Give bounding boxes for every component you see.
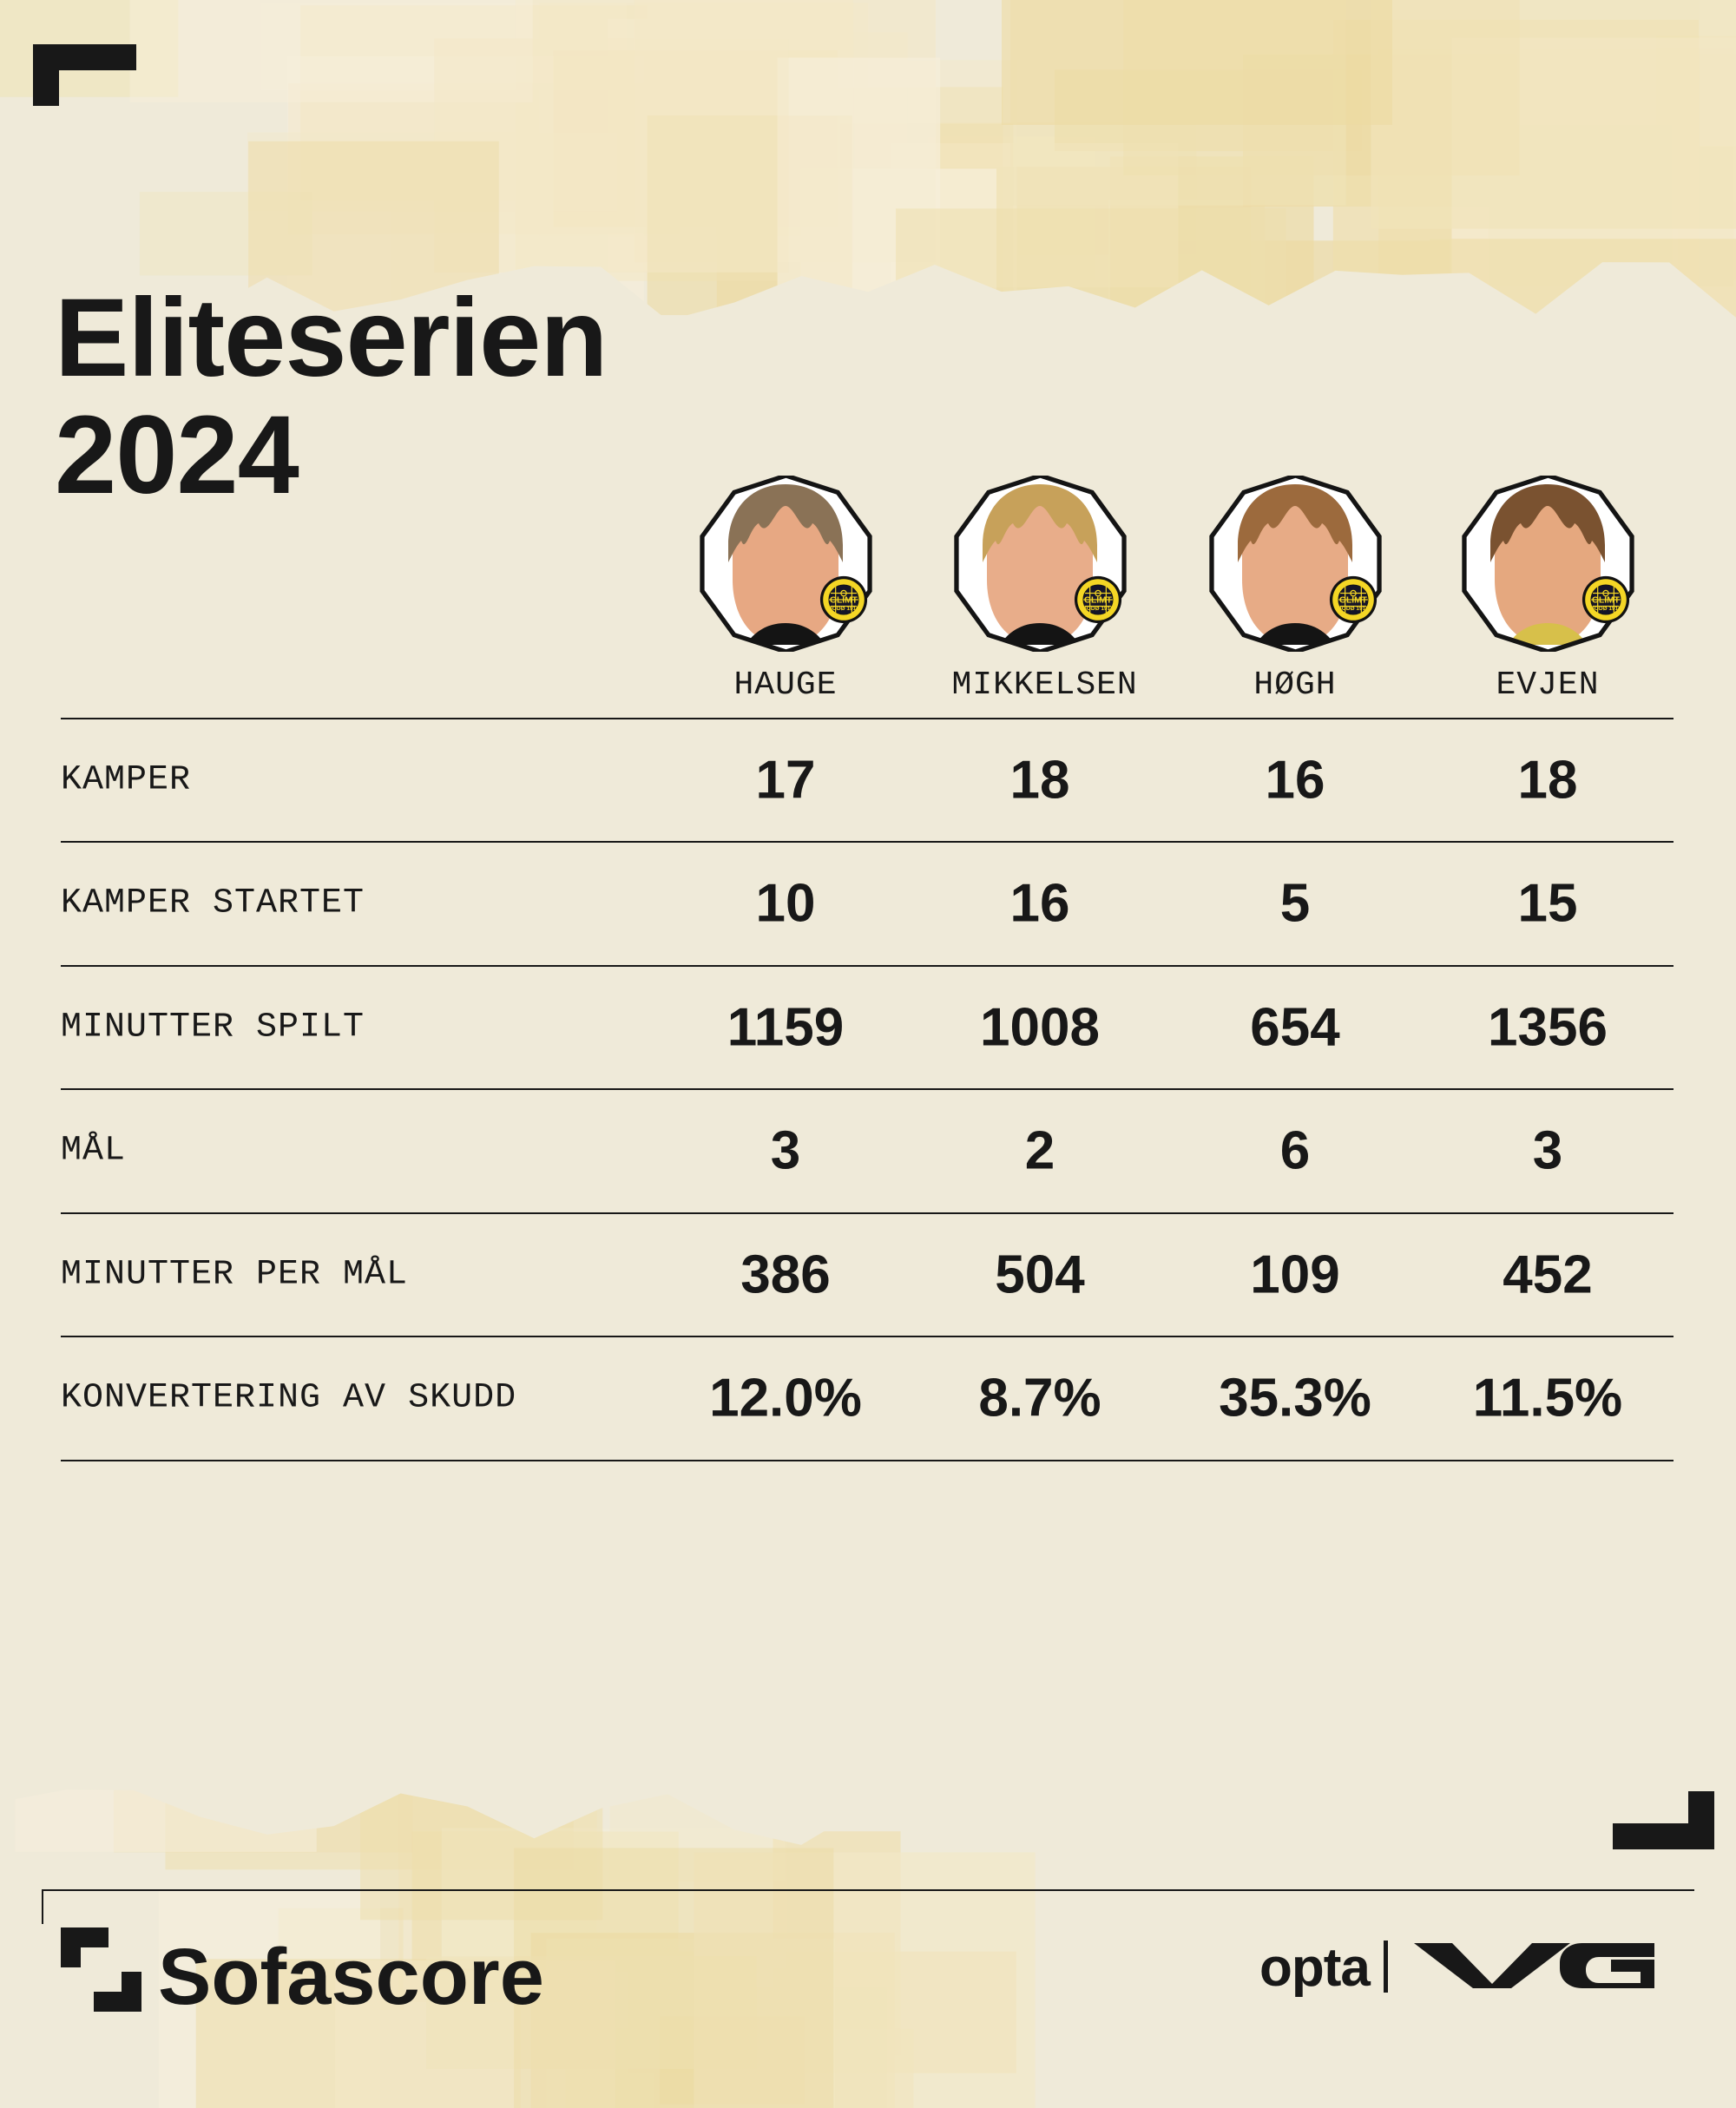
svg-text:GLIMT: GLIMT: [1084, 596, 1113, 606]
svg-text:BODØ 1916: BODØ 1916: [1082, 606, 1114, 612]
svg-text:BODØ 1916: BODØ 1916: [1338, 606, 1369, 612]
svg-text:BODØ 1916: BODØ 1916: [828, 606, 859, 612]
svg-text:GLIMT: GLIMT: [830, 596, 858, 606]
svg-text:GLIMT: GLIMT: [1592, 596, 1621, 606]
svg-text:GLIMT: GLIMT: [1339, 596, 1368, 606]
svg-text:BODØ 1916: BODØ 1916: [1590, 606, 1621, 612]
svg-text:opta: opta: [1259, 1938, 1371, 1998]
